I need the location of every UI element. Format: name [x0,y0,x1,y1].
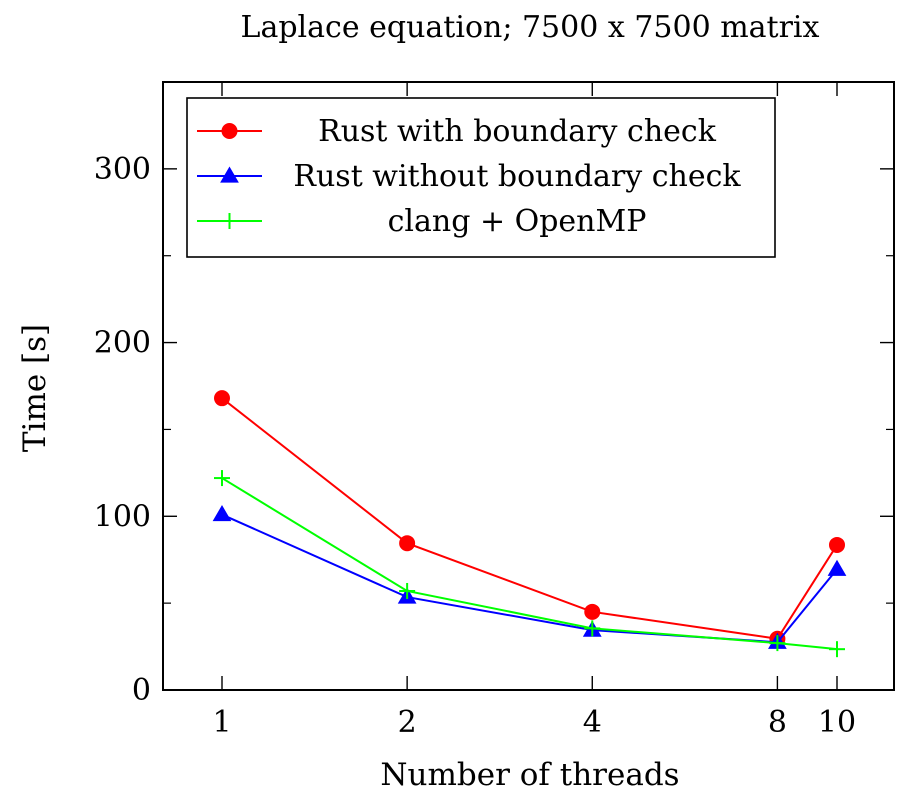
legend-label: clang + OpenMP [388,204,647,239]
series-1 [214,390,845,647]
series-2 [212,505,847,649]
chart-title: Laplace equation; 7500 x 7500 matrix [241,10,820,45]
series-line [221,397,838,640]
data-point [829,641,845,658]
legend-entry-1: Rust with boundary check [197,114,717,149]
x-tick-label: 2 [398,705,417,740]
legend-label: Rust without boundary check [293,159,741,194]
data-point [212,505,232,522]
x-axis-label: Number of threads [380,757,679,793]
data-point [829,536,845,553]
x-tick-label: 8 [768,705,787,740]
y-axis-label: Time [s] [17,324,53,452]
series-3 [214,470,845,658]
y-tick-label: 300 [94,152,151,187]
data-point [399,582,416,599]
x-tick-label: 4 [583,705,602,740]
data-point [584,603,601,620]
y-tick-label: 100 [94,499,151,534]
legend-marker [221,123,238,139]
data-point [214,390,230,407]
data-point [769,635,786,652]
legend: Rust with boundary check Rust without bou… [186,97,776,258]
legend-label: Rust with boundary check [318,114,717,149]
series-line [221,477,838,651]
y-tick-label: 0 [132,673,151,708]
data-point [214,470,230,487]
data-point [399,535,416,552]
legend-marker [221,213,238,229]
plot-frame [162,81,895,691]
legend-marker [220,166,239,183]
data-point [584,620,601,637]
x-tick-label: 1 [212,705,231,740]
legend-box [186,97,776,258]
data-point [827,559,847,576]
legend-entry-2: Rust without boundary check [197,159,741,194]
x-tick-label: 10 [818,705,856,740]
legend-entry-3: clang + OpenMP [197,204,646,239]
y-tick-label: 200 [94,326,151,361]
plot-area: 0 100 200 300 1 2 4 8 10 [94,81,895,740]
